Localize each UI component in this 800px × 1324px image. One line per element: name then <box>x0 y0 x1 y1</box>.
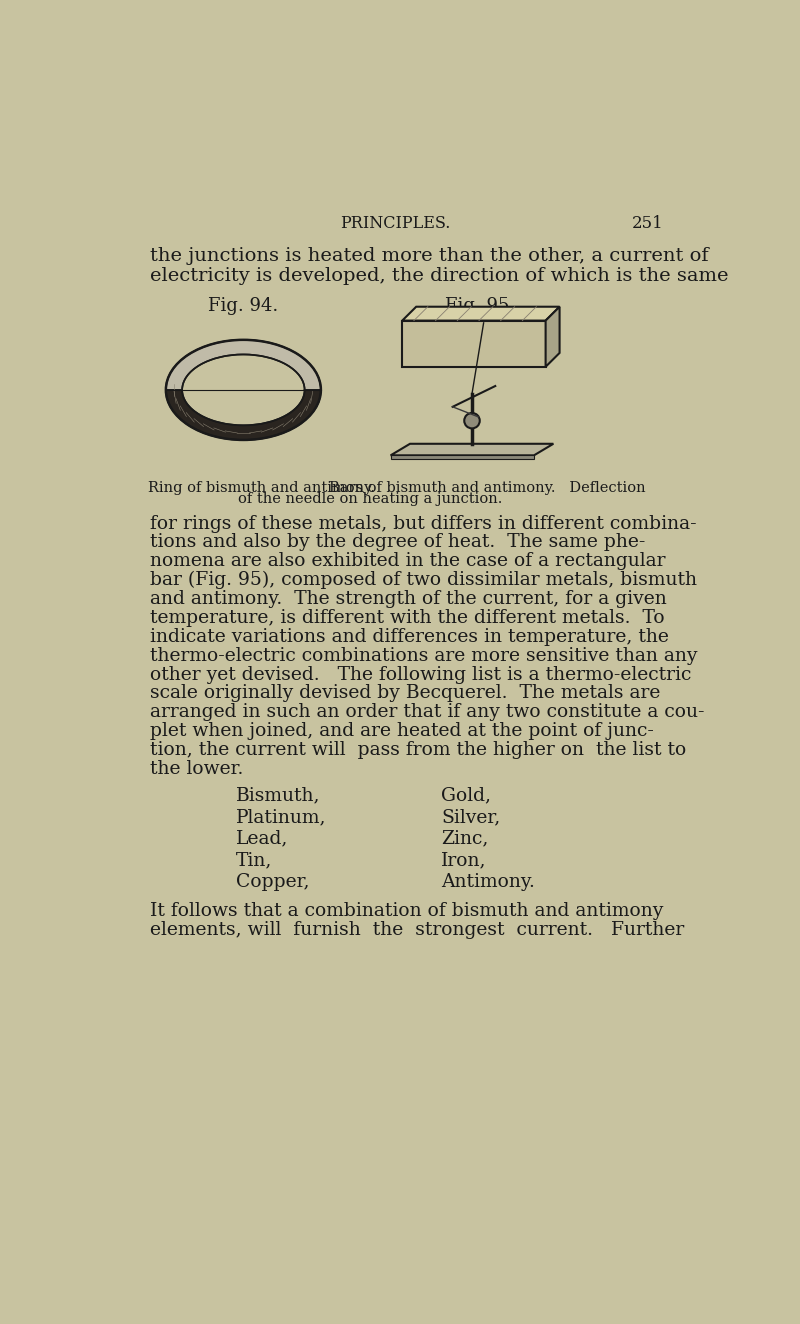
Text: Zinc,: Zinc, <box>441 830 488 847</box>
Text: Fig. 95.: Fig. 95. <box>445 298 515 315</box>
Text: nomena are also exhibited in the case of a rectangular: nomena are also exhibited in the case of… <box>150 552 666 571</box>
Text: Lead,: Lead, <box>236 830 288 847</box>
Text: Bismuth,: Bismuth, <box>236 786 320 805</box>
Text: electricity is developed, the direction of which is the same: electricity is developed, the direction … <box>150 266 729 285</box>
Text: other yet devised.   The following list is a thermo-electric: other yet devised. The following list is… <box>150 666 692 683</box>
Polygon shape <box>402 307 559 320</box>
Text: Fig. 94.: Fig. 94. <box>208 298 278 315</box>
Polygon shape <box>166 389 321 440</box>
Text: Silver,: Silver, <box>441 808 500 826</box>
Text: 251: 251 <box>632 214 663 232</box>
Text: Platinum,: Platinum, <box>236 808 326 826</box>
Text: Bars of bismuth and antimony.   Deflection: Bars of bismuth and antimony. Deflection <box>329 481 646 495</box>
Polygon shape <box>390 444 554 455</box>
Text: elements, will  furnish  the  strongest  current.   Further: elements, will furnish the strongest cur… <box>150 920 685 939</box>
Text: scale originally devised by Becquerel.  The metals are: scale originally devised by Becquerel. T… <box>150 685 661 703</box>
Text: tion, the current will  pass from the higher on  the list to: tion, the current will pass from the hig… <box>150 741 686 759</box>
Polygon shape <box>166 340 321 389</box>
Text: the lower.: the lower. <box>150 760 244 779</box>
Circle shape <box>464 413 480 429</box>
Text: Copper,: Copper, <box>236 873 309 891</box>
Polygon shape <box>390 455 534 459</box>
Text: Ring of bismuth and antimony.: Ring of bismuth and antimony. <box>148 481 375 495</box>
Text: Gold,: Gold, <box>441 786 491 805</box>
Polygon shape <box>402 320 546 367</box>
Text: Iron,: Iron, <box>441 851 486 869</box>
Text: Antimony.: Antimony. <box>441 873 535 891</box>
Text: Tin,: Tin, <box>236 851 272 869</box>
Text: PRINCIPLES.: PRINCIPLES. <box>340 214 450 232</box>
Text: thermo-electric combinations are more sensitive than any: thermo-electric combinations are more se… <box>150 646 698 665</box>
Text: indicate variations and differences in temperature, the: indicate variations and differences in t… <box>150 628 670 646</box>
Text: of the needle on heating a junction.: of the needle on heating a junction. <box>238 493 502 506</box>
Text: temperature, is different with the different metals.  To: temperature, is different with the diffe… <box>150 609 665 628</box>
Text: bar (Fig. 95), composed of two dissimilar metals, bismuth: bar (Fig. 95), composed of two dissimila… <box>150 571 698 589</box>
Text: It follows that a combination of bismuth and antimony: It follows that a combination of bismuth… <box>150 902 664 920</box>
Text: and antimony.  The strength of the current, for a given: and antimony. The strength of the curren… <box>150 591 667 608</box>
Text: for rings of these metals, but differs in different combina-: for rings of these metals, but differs i… <box>150 515 697 532</box>
Text: the junctions is heated more than the other, a current of: the junctions is heated more than the ot… <box>150 248 709 265</box>
Text: plet when joined, and are heated at the point of junc-: plet when joined, and are heated at the … <box>150 722 654 740</box>
Text: tions and also by the degree of heat.  The same phe-: tions and also by the degree of heat. Th… <box>150 534 646 552</box>
Polygon shape <box>546 307 559 367</box>
Text: arranged in such an order that if any two constitute a cou-: arranged in such an order that if any tw… <box>150 703 705 722</box>
